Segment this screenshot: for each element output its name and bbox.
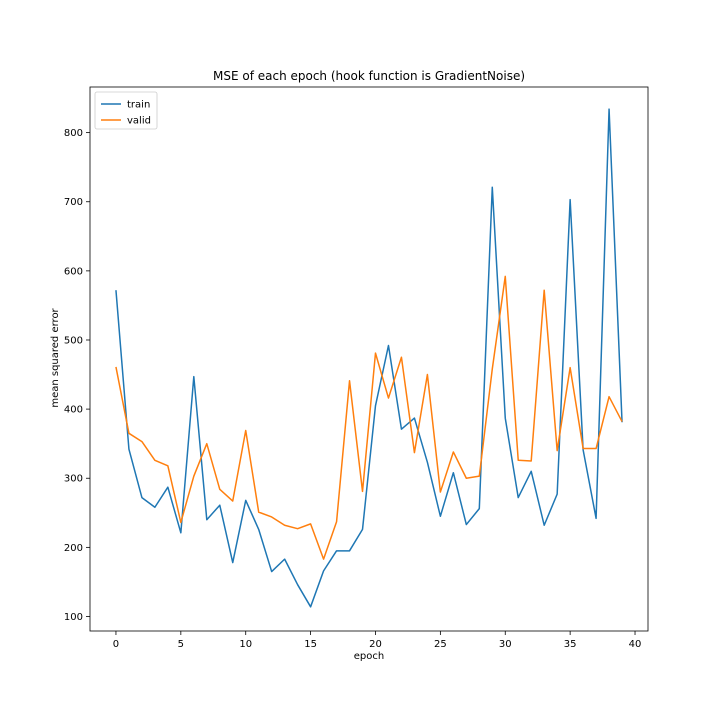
x-tick-label: 40 — [629, 639, 642, 650]
series-line-valid — [115, 275, 623, 560]
chart-title: MSE of each epoch (hook function is Grad… — [213, 69, 525, 83]
y-tick-label: 700 — [64, 197, 83, 208]
x-tick-label: 35 — [564, 639, 577, 650]
legend-label-train: train — [127, 100, 150, 111]
x-tick-label: 5 — [178, 639, 184, 650]
axes-frame — [89, 86, 649, 632]
x-tick-label: 25 — [434, 639, 447, 650]
x-tick-label: 0 — [113, 639, 119, 650]
y-tick-label: 300 — [64, 474, 83, 485]
x-tick-label: 20 — [369, 639, 382, 650]
x-tick-label: 15 — [304, 639, 317, 650]
series-line-train — [115, 108, 623, 608]
y-axis-label: mean squared error — [50, 307, 61, 407]
y-tick-label: 600 — [64, 266, 83, 277]
y-tick-label: 800 — [64, 128, 83, 139]
x-axis-label: epoch — [354, 651, 384, 662]
x-tick-label: 30 — [499, 639, 512, 650]
y-tick-label: 500 — [64, 335, 83, 346]
plot-area: 0 5 10 15 20 25 30 35 40 100 200 300 400 500 600 700 800… — [64, 86, 649, 650]
y-tick-label: 400 — [64, 405, 83, 416]
x-tick-label: 10 — [239, 639, 252, 650]
y-tick-label: 100 — [64, 612, 83, 623]
legend-label-valid: valid — [127, 116, 151, 127]
y-tick-label: 200 — [64, 543, 83, 554]
